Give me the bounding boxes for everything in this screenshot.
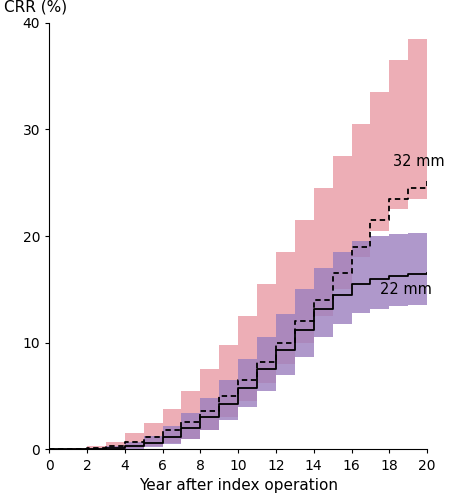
Y-axis label: CRR (%): CRR (%): [4, 0, 67, 14]
X-axis label: Year after index operation: Year after index operation: [138, 478, 338, 493]
Text: 22 mm: 22 mm: [380, 282, 432, 297]
Text: 32 mm: 32 mm: [393, 154, 445, 169]
